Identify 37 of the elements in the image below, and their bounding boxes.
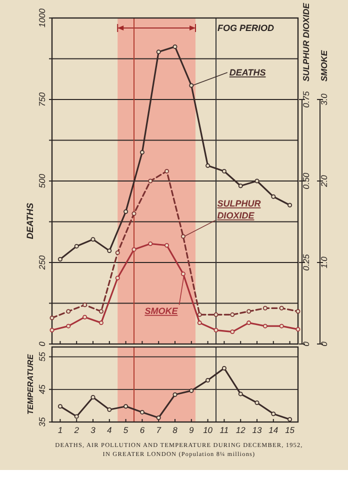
x-tick-label: 2 <box>73 425 80 435</box>
y-tick-label: 45 <box>37 384 47 394</box>
y-axis-title: TEMPERATURE <box>26 354 35 415</box>
series-label: SMOKE <box>144 306 179 316</box>
y-axis-title: DEATHS <box>25 202 35 240</box>
x-tick-label: 4 <box>107 425 112 435</box>
x-tick-label: 13 <box>252 425 262 435</box>
x-tick-label: 3 <box>90 425 96 435</box>
y3-tick-label: 3.0 <box>319 93 329 106</box>
x-tick-label: 7 <box>156 425 162 435</box>
y-tick-label: 55 <box>37 352 47 362</box>
x-tick-label: 6 <box>140 425 145 435</box>
x-tick-label: 11 <box>220 425 229 435</box>
x-tick-label: 15 <box>285 425 295 435</box>
y2-tick-label: 0.25 <box>301 254 311 271</box>
y3-tick-label: 1.0 <box>319 256 329 268</box>
y2-tick-label: 0.75 <box>301 90 311 108</box>
text: SULPHUR DIOXIDE <box>217 198 262 220</box>
x-tick-label: 10 <box>203 425 213 435</box>
y-tick-label: 250 <box>37 255 47 271</box>
y-tick-label: 0 <box>37 341 47 346</box>
text: DEATHS <box>229 67 266 78</box>
y-tick-label: 35 <box>37 417 47 427</box>
y-tick-label: 1000 <box>37 8 47 28</box>
y-tick-label: 750 <box>37 92 47 107</box>
y3-tick-label: 2.0 <box>319 174 329 188</box>
x-tick-label: 14 <box>268 425 278 435</box>
x-tick-label: 9 <box>189 425 194 435</box>
y3-axis-title: SMOKE <box>319 50 329 82</box>
x-tick-label: 12 <box>236 425 246 435</box>
y2-tick-label: 0.50 <box>301 172 311 190</box>
x-tick-label: 1 <box>58 425 63 435</box>
x-tick-label: 5 <box>123 425 128 435</box>
y2-axis-title: SULPHUR DIOXIDE <box>301 2 311 82</box>
band-label: FOG PERIOD <box>218 23 275 33</box>
x-tick-label: 8 <box>172 425 178 435</box>
y-tick-label: 500 <box>37 174 47 188</box>
